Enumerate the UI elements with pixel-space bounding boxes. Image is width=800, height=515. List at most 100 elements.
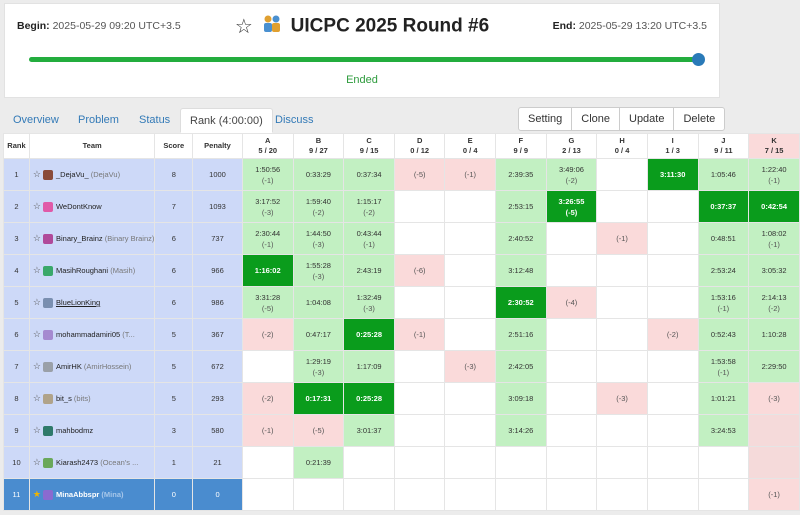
problem-cell-c[interactable]: 1:17:09 — [343, 350, 395, 383]
problem-cell-i[interactable] — [646, 254, 699, 287]
problem-cell-d[interactable] — [393, 350, 446, 383]
problem-cell-e[interactable] — [444, 382, 496, 415]
problem-cell-a[interactable]: (-2) — [241, 318, 294, 351]
problem-cell-j[interactable] — [697, 478, 750, 511]
problem-cell-f[interactable]: 3:12:48 — [494, 254, 547, 287]
star-icon[interactable]: ☆ — [32, 361, 41, 371]
problem-cell-h[interactable] — [596, 254, 648, 287]
problem-cell-a[interactable]: (-1) — [241, 414, 294, 447]
problem-cell-e[interactable] — [444, 222, 496, 255]
problem-cell-e[interactable] — [444, 286, 496, 319]
problem-cell-g[interactable] — [545, 446, 598, 479]
problem-cell-d[interactable]: (-5) — [393, 158, 446, 191]
problem-cell-i[interactable] — [646, 446, 699, 479]
problem-cell-d[interactable] — [393, 478, 446, 511]
team-cell[interactable]: ☆ mohammadamiri05 (T... — [28, 318, 156, 351]
problem-cell-k[interactable]: 3:05:32 — [748, 254, 800, 287]
team-cell[interactable]: ☆ Kiarash2473 (Ocean's ... — [28, 446, 156, 479]
star-icon[interactable]: ★ — [32, 489, 41, 499]
problem-cell-d[interactable]: (-6) — [393, 254, 446, 287]
problem-cell-k[interactable]: 1:10:28 — [748, 318, 800, 351]
problem-cell-c[interactable]: 0:37:34 — [343, 158, 395, 191]
header-team[interactable]: Team — [28, 133, 156, 159]
problem-cell-h[interactable]: (-3) — [596, 382, 648, 415]
star-icon[interactable]: ☆ — [32, 201, 41, 211]
problem-cell-g[interactable] — [545, 350, 598, 383]
problem-cell-d[interactable] — [393, 382, 446, 415]
header-penalty[interactable]: Penalty — [192, 133, 243, 159]
team-name[interactable]: Kiarash2473 — [55, 458, 99, 467]
problem-cell-i[interactable] — [646, 414, 699, 447]
problem-cell-f[interactable] — [494, 446, 547, 479]
problem-cell-k[interactable] — [748, 414, 800, 447]
problem-cell-c[interactable] — [343, 478, 395, 511]
problem-cell-e[interactable] — [444, 190, 496, 223]
progress-handle[interactable] — [692, 53, 705, 66]
team-cell[interactable]: ☆ AmirHK (AmirHossein) — [28, 350, 156, 383]
problem-cell-h[interactable] — [596, 318, 648, 351]
team-cell[interactable]: ☆ bit_s (bits) — [28, 382, 156, 415]
problem-cell-j[interactable]: 2:53:24 — [697, 254, 750, 287]
problem-cell-b[interactable]: 1:29:19 (-3) — [292, 350, 345, 383]
problem-cell-f[interactable]: 2:42:05 — [494, 350, 547, 383]
problem-cell-i[interactable] — [646, 222, 699, 255]
problem-cell-g[interactable] — [545, 478, 598, 511]
problem-cell-b[interactable]: 1:04:08 — [292, 286, 345, 319]
star-icon[interactable]: ☆ — [32, 393, 41, 403]
problem-cell-i[interactable] — [646, 190, 699, 223]
problem-cell-e[interactable]: (-1) — [444, 158, 496, 191]
problem-cell-c[interactable]: 0:43:44 (-1) — [343, 222, 395, 255]
problem-cell-c[interactable]: 0:25:28 — [343, 382, 395, 415]
problem-cell-g[interactable] — [545, 382, 598, 415]
problem-cell-h[interactable] — [596, 478, 648, 511]
problem-cell-f[interactable]: 3:14:26 — [494, 414, 547, 447]
problem-cell-i[interactable] — [646, 478, 699, 511]
team-name[interactable]: Binary_Brainz — [55, 234, 103, 243]
problem-cell-d[interactable] — [393, 446, 446, 479]
star-icon[interactable]: ☆ — [32, 425, 41, 435]
tab-status[interactable]: Status — [139, 114, 171, 126]
team-name[interactable]: bit_s — [55, 394, 72, 403]
problem-cell-e[interactable] — [444, 414, 496, 447]
problem-cell-a[interactable]: 1:50:56 (-1) — [241, 158, 294, 191]
problem-cell-c[interactable]: 3:01:37 — [343, 414, 395, 447]
problem-cell-b[interactable]: 0:33:29 — [292, 158, 345, 191]
problem-cell-f[interactable]: 2:51:16 — [494, 318, 547, 351]
problem-cell-g[interactable]: 3:49:06 (-2) — [545, 158, 598, 191]
team-name[interactable]: BlueLionKing — [55, 298, 101, 307]
problem-cell-f[interactable]: 3:09:18 — [494, 382, 547, 415]
problem-cell-e[interactable] — [444, 478, 496, 511]
problem-cell-b[interactable]: 0:17:31 — [292, 382, 345, 415]
team-name[interactable]: MinaAbbspr — [55, 490, 100, 499]
problem-cell-i[interactable] — [646, 382, 699, 415]
problem-cell-d[interactable]: (-1) — [393, 318, 446, 351]
problem-cell-g[interactable] — [545, 254, 598, 287]
problem-cell-f[interactable]: 2:40:52 — [494, 222, 547, 255]
problem-cell-f[interactable]: 2:30:52 — [494, 286, 547, 319]
problem-cell-d[interactable] — [393, 414, 446, 447]
problem-cell-e[interactable] — [444, 446, 496, 479]
header-score[interactable]: Score — [154, 133, 194, 159]
problem-cell-a[interactable]: 3:31:28 (-5) — [241, 286, 294, 319]
problem-cell-h[interactable] — [596, 350, 648, 383]
problem-cell-a[interactable] — [241, 446, 294, 479]
team-name[interactable]: MasihRoughani — [55, 266, 109, 275]
problem-cell-k[interactable]: 0:42:54 — [748, 190, 800, 223]
team-name[interactable]: AmirHK — [55, 362, 82, 371]
problem-cell-a[interactable] — [241, 350, 294, 383]
problem-cell-h[interactable]: (-1) — [596, 222, 648, 255]
problem-cell-a[interactable]: (-2) — [241, 382, 294, 415]
problem-cell-e[interactable] — [444, 254, 496, 287]
problem-cell-h[interactable] — [596, 446, 648, 479]
problem-cell-k[interactable]: 2:14:13 (-2) — [748, 286, 800, 319]
team-cell[interactable]: ☆ WeDontKnow — [28, 190, 156, 223]
problem-cell-g[interactable] — [545, 414, 598, 447]
problem-cell-h[interactable] — [596, 414, 648, 447]
team-cell[interactable]: ☆ _DejaVu_ (DejaVu) — [28, 158, 156, 191]
